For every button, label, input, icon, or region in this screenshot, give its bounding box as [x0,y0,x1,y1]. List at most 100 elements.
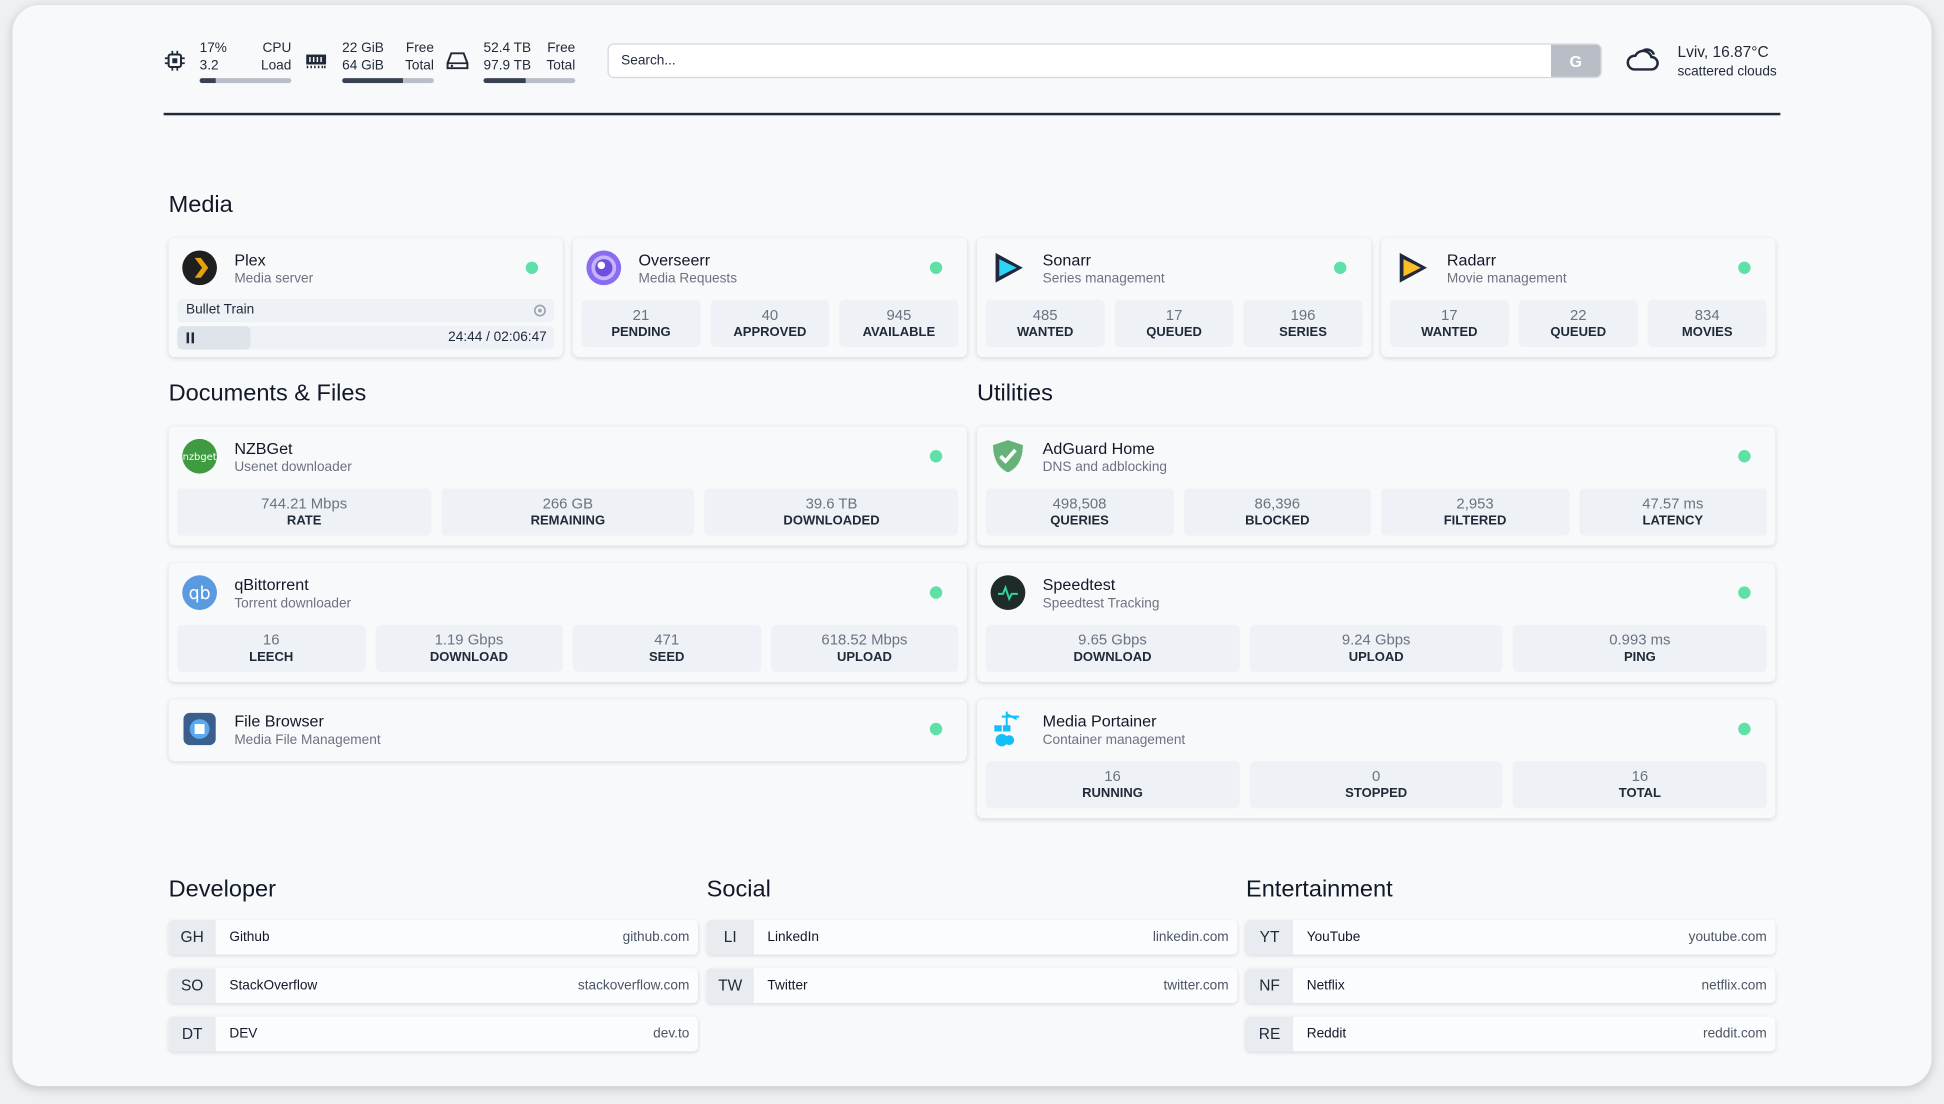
bookmark-dev[interactable]: DT DEV dev.to [168,1016,699,1052]
stat-box: 86,396 BLOCKED [1183,488,1372,536]
bookmark-url: youtube.com [1688,929,1767,945]
stat-label: LEECH [249,649,294,665]
stat-value: 0.993 ms [1609,631,1671,649]
bookmark-url: reddit.com [1703,1026,1767,1042]
stat-boxes: 498,508 QUERIES 86,396 BLOCKED 2,953 FILTERED… [985,488,1767,536]
disk-bar [483,78,576,84]
service-card-nzbget[interactable]: nzbget NZBGet Usenet downloader 744.21 Mbps… [168,426,968,546]
service-title: qBittorrent [234,575,309,594]
stat-label: REMAINING [530,513,606,529]
stat-value: 39.6 TB [805,494,858,513]
stat-value: 86,396 [1254,494,1301,513]
service-card-sonarr[interactable]: Sonarr Series management 485 WANTED 17 QUEUED… [976,238,1372,358]
stat-value: 16 [1631,767,1649,785]
service-title: Speedtest [1042,575,1116,594]
stat-label: RATE [286,513,322,529]
status-dot [929,450,943,463]
bookmark-netflix[interactable]: NF Netflix netflix.com [1245,968,1776,1003]
search-google-button[interactable]: G [1550,44,1601,77]
speedtest-icon [990,575,1026,610]
stat-label: BLOCKED [1245,513,1310,529]
search-input[interactable] [608,44,1551,77]
stat-box: 16 TOTAL [1512,761,1767,809]
radarr-icon [1399,252,1428,283]
cloud-icon [1626,48,1659,71]
service-card-qbittorrent[interactable]: qb qBittorrent Torrent downloader 16 LEECH 1.… [168,562,968,682]
service-card-overseerr[interactable]: Overseerr Media Requests 21 PENDING 40 APPROV… [572,238,968,358]
stat-box: 1.19 Gbps DOWNLOAD [375,624,563,672]
stat-value: 16 [262,631,280,649]
status-dot [1738,586,1751,599]
service-title: Overseerr [638,250,711,270]
bookmark-abbr: RE [1245,1016,1294,1052]
service-card-media-portainer[interactable]: Media Portainer Container management 16 RUN… [976,699,1776,819]
stat-label: QUERIES [1050,513,1109,529]
stat-value: 945 [886,306,912,324]
header-divider [163,112,1781,116]
service-subtitle: Media server [234,271,314,287]
cpu-percent: 17% [199,40,227,56]
service-subtitle: Container management [1042,732,1186,748]
service-title: Plex [234,250,266,270]
stat-label: MOVIES [1681,324,1733,340]
stat-boxes: 744.21 Mbps RATE 266 GB REMAINING 39.6 TB DOW… [177,488,959,536]
pause-icon[interactable] [186,332,196,344]
stat-label: STOPPED [1345,786,1408,801]
bookmark-stackoverflow[interactable]: SO StackOverflow stackoverflow.com [168,968,699,1003]
stat-box: 40 APPROVED [710,300,830,348]
bookmark-linkedin[interactable]: LI LinkedIn linkedin.com [706,919,1238,955]
bookmark-abbr: DT [168,1016,216,1052]
bookmark-twitter[interactable]: TW Twitter twitter.com [706,968,1238,1003]
service-title: Media Portainer [1042,711,1157,731]
bookmark-youtube[interactable]: YT YouTube youtube.com [1245,919,1776,955]
service-title: Radarr [1446,250,1497,270]
stat-label: LATENCY [1642,513,1704,529]
stat-value: 2,953 [1456,494,1494,513]
section-title-developer: Developer [168,876,276,903]
section-title-documents: Documents & Files [168,380,367,407]
stat-box: 16 LEECH [177,624,366,672]
service-subtitle: Media File Management [234,732,381,748]
stat-box: 196 SERIES [1243,300,1363,348]
stat-box: 39.6 TB DOWNLOADED [704,488,959,536]
search-box: G [607,43,1602,79]
service-card-radarr[interactable]: Radarr Movie management 17 WANTED 22 QUEUED 83… [1381,238,1776,358]
bookmark-url: stackoverflow.com [577,978,690,994]
now-playing-row: Bullet Train [177,298,555,323]
gear-icon[interactable] [533,304,547,318]
service-card-plex[interactable]: Plex Media server Bullet Train 24:44 / 0… [168,238,563,358]
service-subtitle: Torrent downloader [234,596,352,612]
bookmark-name: Reddit [1306,1026,1347,1042]
stat-value: 16 [1104,767,1121,785]
svg-text:nzbget: nzbget [183,452,217,463]
bookmark-github[interactable]: GH Github github.com [168,919,699,955]
service-title: NZBGet [234,438,293,458]
stat-box: 0.993 ms PING [1512,624,1767,672]
service-card-adguard-home[interactable]: AdGuard Home DNS and adblocking 498,508 QUE… [976,426,1776,546]
stat-label: WANTED [1421,324,1478,340]
stat-label: PING [1623,649,1656,665]
bookmark-url: github.com [622,929,690,945]
stat-box: 945 AVAILABLE [839,300,959,348]
stat-box: 744.21 Mbps RATE [177,488,432,536]
bookmark-name: Github [229,929,270,945]
status-dot [1738,261,1751,274]
file-browser-icon [183,712,216,746]
status-dot [1738,450,1751,463]
stat-box: 485 WANTED [985,300,1105,348]
stat-label: AVAILABLE [862,324,936,340]
memory-free: 22 GiB [342,40,384,56]
dashboard-window [12,4,1932,1087]
service-card-file-browser[interactable]: File Browser Media File Management [168,699,968,762]
stat-box: 16 RUNNING [985,761,1240,809]
status-dot [929,261,943,274]
service-card-speedtest[interactable]: Speedtest Speedtest Tracking 9.65 Gbps DOWN… [976,562,1776,682]
stat-label: QUEUED [1146,324,1202,340]
bookmark-reddit[interactable]: RE Reddit reddit.com [1245,1016,1776,1052]
stat-box: 22 QUEUED [1518,300,1638,348]
stat-value: 47.57 ms [1642,494,1704,513]
stat-value: 471 [654,631,680,649]
disk-free: 52.4 TB [483,40,532,56]
stat-value: 17 [1165,306,1183,324]
